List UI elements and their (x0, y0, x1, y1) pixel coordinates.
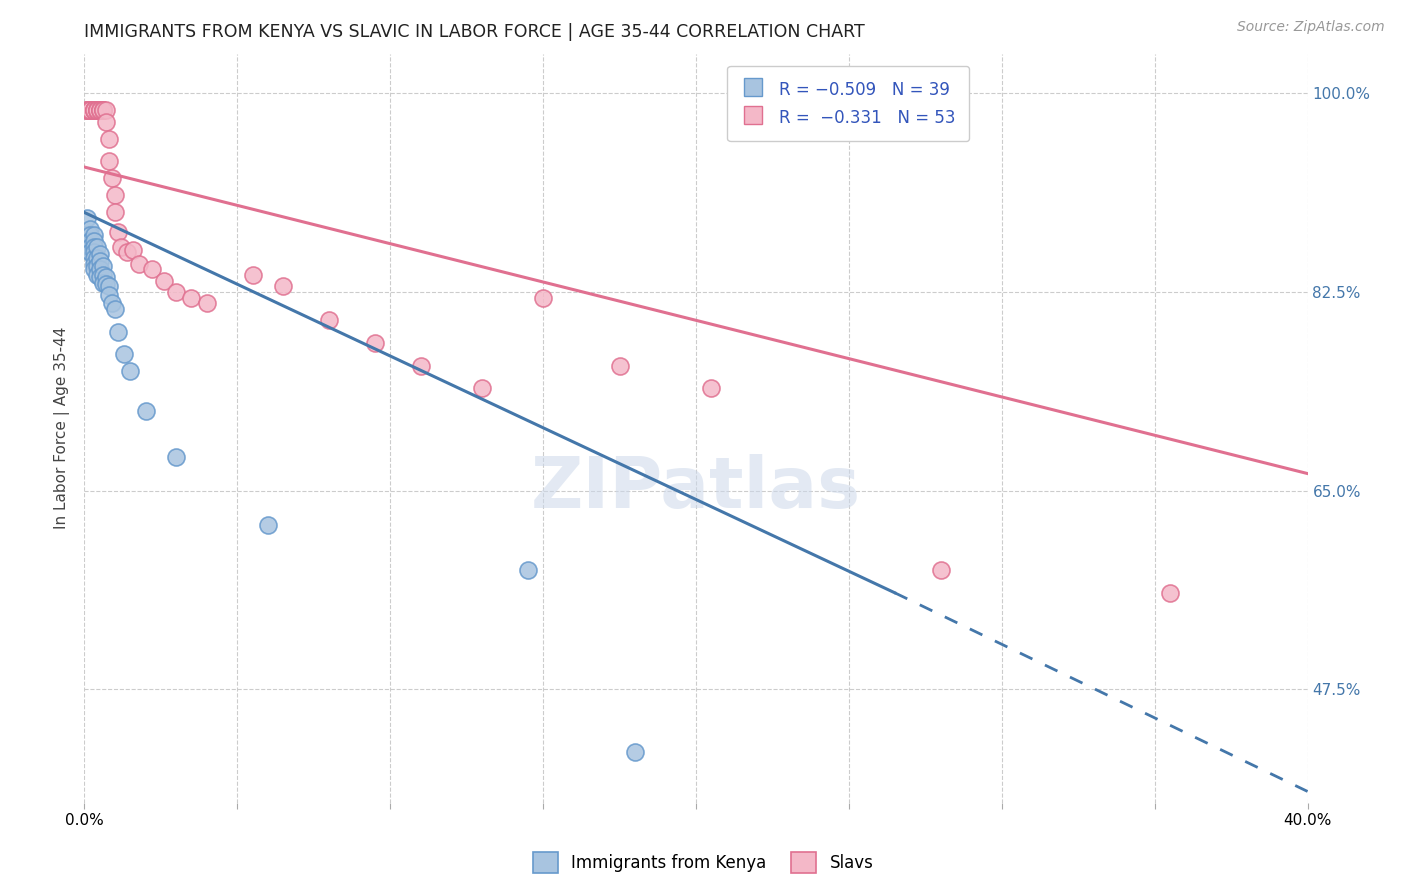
Point (135, 404, 157, 418)
Point (83, 239, 105, 253)
Point (104, 188, 127, 202)
Point (128, 256, 150, 270)
Point (101, 296, 124, 310)
Point (318, 313, 340, 327)
Point (101, 171, 124, 186)
Point (89, 254, 111, 268)
Point (89, 247, 111, 261)
Point (531, 291, 554, 305)
Point (141, 262, 163, 277)
Point (91, 103, 114, 118)
Point (79, 103, 101, 118)
Point (91, 276, 114, 290)
Point (271, 279, 294, 293)
Point (1159, 586, 1181, 600)
Point (79, 239, 101, 253)
Point (83, 103, 105, 118)
Point (624, 745, 647, 759)
Point (104, 205, 127, 219)
Point (76, 103, 98, 118)
Legend: Immigrants from Kenya, Slavs: Immigrants from Kenya, Slavs (526, 846, 880, 880)
Point (83, 103, 105, 118)
Point (107, 225, 129, 239)
Point (94, 103, 117, 118)
Point (115, 245, 138, 260)
Point (91, 103, 114, 118)
Point (86, 103, 108, 118)
Point (79, 222, 101, 236)
Point (91, 103, 114, 118)
Point (153, 274, 176, 288)
Point (91, 268, 114, 282)
Point (86, 251, 108, 265)
Point (79, 228, 101, 243)
Point (516, 563, 538, 577)
Point (180, 291, 202, 305)
Point (83, 251, 105, 265)
Point (76, 103, 98, 118)
Point (94, 270, 117, 285)
Point (107, 325, 129, 339)
Point (165, 450, 187, 464)
Point (929, 563, 952, 577)
Text: ZIPatlas: ZIPatlas (531, 454, 860, 523)
Point (97, 154, 120, 169)
Point (110, 239, 132, 253)
Point (409, 359, 432, 373)
Point (165, 285, 187, 299)
Point (122, 243, 145, 257)
Point (97, 131, 120, 145)
Point (83, 262, 105, 277)
Point (86, 259, 108, 273)
Point (76, 211, 98, 226)
Point (97, 288, 120, 302)
Point (112, 347, 135, 361)
Point (79, 234, 101, 248)
Legend: R = −0.509   N = 39, R =  −0.331   N = 53: R = −0.509 N = 39, R = −0.331 N = 53 (727, 66, 969, 141)
Point (83, 245, 105, 260)
Point (83, 228, 105, 243)
Point (257, 517, 280, 532)
Text: Source: ZipAtlas.com: Source: ZipAtlas.com (1237, 20, 1385, 34)
Point (242, 268, 264, 282)
Point (79, 245, 101, 260)
Point (79, 103, 101, 118)
Point (104, 301, 127, 316)
Point (86, 103, 108, 118)
Point (609, 359, 631, 373)
Point (83, 103, 105, 118)
Point (83, 234, 105, 248)
Point (94, 114, 117, 128)
Point (364, 336, 387, 351)
Point (83, 103, 105, 118)
Point (120, 364, 142, 378)
Point (76, 103, 98, 118)
Point (94, 277, 117, 291)
Point (89, 103, 111, 118)
Point (83, 103, 105, 118)
Point (79, 103, 101, 118)
Point (89, 270, 111, 285)
Point (76, 103, 98, 118)
Point (471, 381, 494, 395)
Point (86, 103, 108, 118)
Point (195, 296, 218, 310)
Y-axis label: In Labor Force | Age 35-44: In Labor Force | Age 35-44 (55, 327, 70, 529)
Point (79, 103, 101, 118)
Point (97, 279, 120, 293)
Point (89, 262, 111, 277)
Point (86, 103, 108, 118)
Point (91, 259, 114, 273)
Point (89, 103, 111, 118)
Point (86, 239, 108, 253)
Point (700, 381, 723, 395)
Point (79, 103, 101, 118)
Text: IMMIGRANTS FROM KENYA VS SLAVIC IN LABOR FORCE | AGE 35-44 CORRELATION CHART: IMMIGRANTS FROM KENYA VS SLAVIC IN LABOR… (84, 23, 865, 41)
Point (76, 228, 98, 243)
Point (89, 103, 111, 118)
Point (83, 256, 105, 270)
Point (79, 103, 101, 118)
Point (86, 268, 108, 282)
